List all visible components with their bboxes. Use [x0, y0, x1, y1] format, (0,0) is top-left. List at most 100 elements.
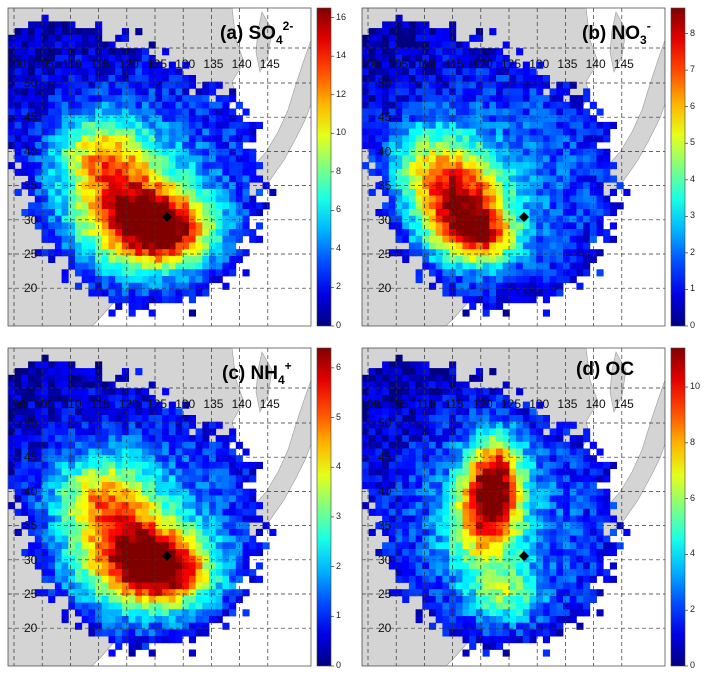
lat-label: 35 [24, 179, 38, 193]
field-cell [509, 135, 517, 143]
field-cell [148, 522, 156, 530]
field-cell [242, 202, 250, 210]
field-cell [168, 508, 176, 516]
field-cell [61, 142, 69, 150]
field-cell [449, 461, 457, 469]
field-cell [88, 262, 96, 270]
field-cell [142, 188, 150, 196]
field-cell [569, 202, 577, 210]
field-cell [469, 142, 477, 150]
field-cell [28, 148, 36, 156]
field-cell [155, 175, 163, 183]
field-cell [442, 401, 450, 409]
field-cell [408, 34, 416, 42]
field-cell [108, 242, 116, 250]
field-cell [162, 296, 170, 304]
field-cell [8, 502, 16, 510]
field-cell [563, 115, 571, 123]
field-cell [475, 81, 483, 89]
lat-label: 45 [24, 450, 38, 464]
field-cell [75, 155, 83, 163]
field-cell [142, 622, 150, 630]
field-cell [195, 575, 203, 583]
field-cell [563, 222, 571, 230]
field-cell [182, 81, 190, 89]
field-cell [168, 542, 176, 550]
field-cell [395, 575, 403, 583]
field-cell [155, 415, 163, 423]
field-cell [229, 461, 237, 469]
field-cell [516, 101, 524, 109]
field-cell [522, 242, 530, 250]
field-cell [583, 121, 591, 129]
field-cell [215, 202, 223, 210]
field-cell [28, 28, 36, 36]
field-cell [455, 142, 463, 150]
field-cell [115, 101, 123, 109]
field-cell [542, 249, 550, 257]
field-cell [101, 482, 109, 490]
field-cell [502, 282, 510, 290]
field-cell [469, 408, 477, 416]
field-cell [516, 155, 524, 163]
lat-label: 30 [24, 553, 38, 567]
field-cell [215, 562, 223, 570]
field-cell [215, 448, 223, 456]
field-cell [435, 202, 443, 210]
field-cell [81, 168, 89, 176]
field-cell [54, 101, 62, 109]
field-cell [388, 515, 396, 523]
field-cell [429, 408, 437, 416]
field-cell [54, 41, 62, 49]
field-cell [375, 142, 383, 150]
field-cell [229, 121, 237, 129]
field-cell [148, 408, 156, 416]
field-cell [54, 188, 62, 196]
field-cell [529, 455, 537, 463]
field-cell [155, 482, 163, 490]
field-cell [583, 528, 591, 536]
field-cell [609, 162, 617, 170]
field-cell [115, 75, 123, 83]
field-cell [28, 448, 36, 456]
field-cell [95, 461, 103, 469]
field-cell [422, 41, 430, 49]
field-cell [542, 549, 550, 557]
field-cell [41, 148, 49, 156]
field-cell [41, 455, 49, 463]
field-cell [229, 609, 237, 617]
field-cell [81, 381, 89, 389]
field-cell [415, 162, 423, 170]
field-cell [215, 121, 223, 129]
field-cell [148, 502, 156, 510]
field-cell [148, 101, 156, 109]
field-cell [128, 168, 136, 176]
field-cell [61, 582, 69, 590]
field-cell [529, 296, 537, 304]
field-cell [435, 175, 443, 183]
field-cell [496, 175, 504, 183]
field-cell [429, 202, 437, 210]
field-cell [88, 495, 96, 503]
field-cell [402, 542, 410, 550]
field-cell [148, 182, 156, 190]
field-cell [556, 542, 564, 550]
field-cell [415, 229, 423, 237]
field-cell [101, 88, 109, 96]
field-cell [195, 468, 203, 476]
field-cell [48, 495, 56, 503]
field-cell [449, 435, 457, 443]
field-cell [516, 229, 524, 237]
field-cell [28, 455, 36, 463]
field-cell [215, 188, 223, 196]
field-cell [128, 555, 136, 563]
field-cell [188, 135, 196, 143]
field-cell [75, 108, 83, 116]
field-cell [54, 54, 62, 62]
field-cell [81, 374, 89, 382]
lat-label: 50 [378, 76, 392, 90]
field-cell [536, 415, 544, 423]
field-cell [455, 475, 463, 483]
field-cell [475, 128, 483, 136]
field-cell [81, 255, 89, 263]
